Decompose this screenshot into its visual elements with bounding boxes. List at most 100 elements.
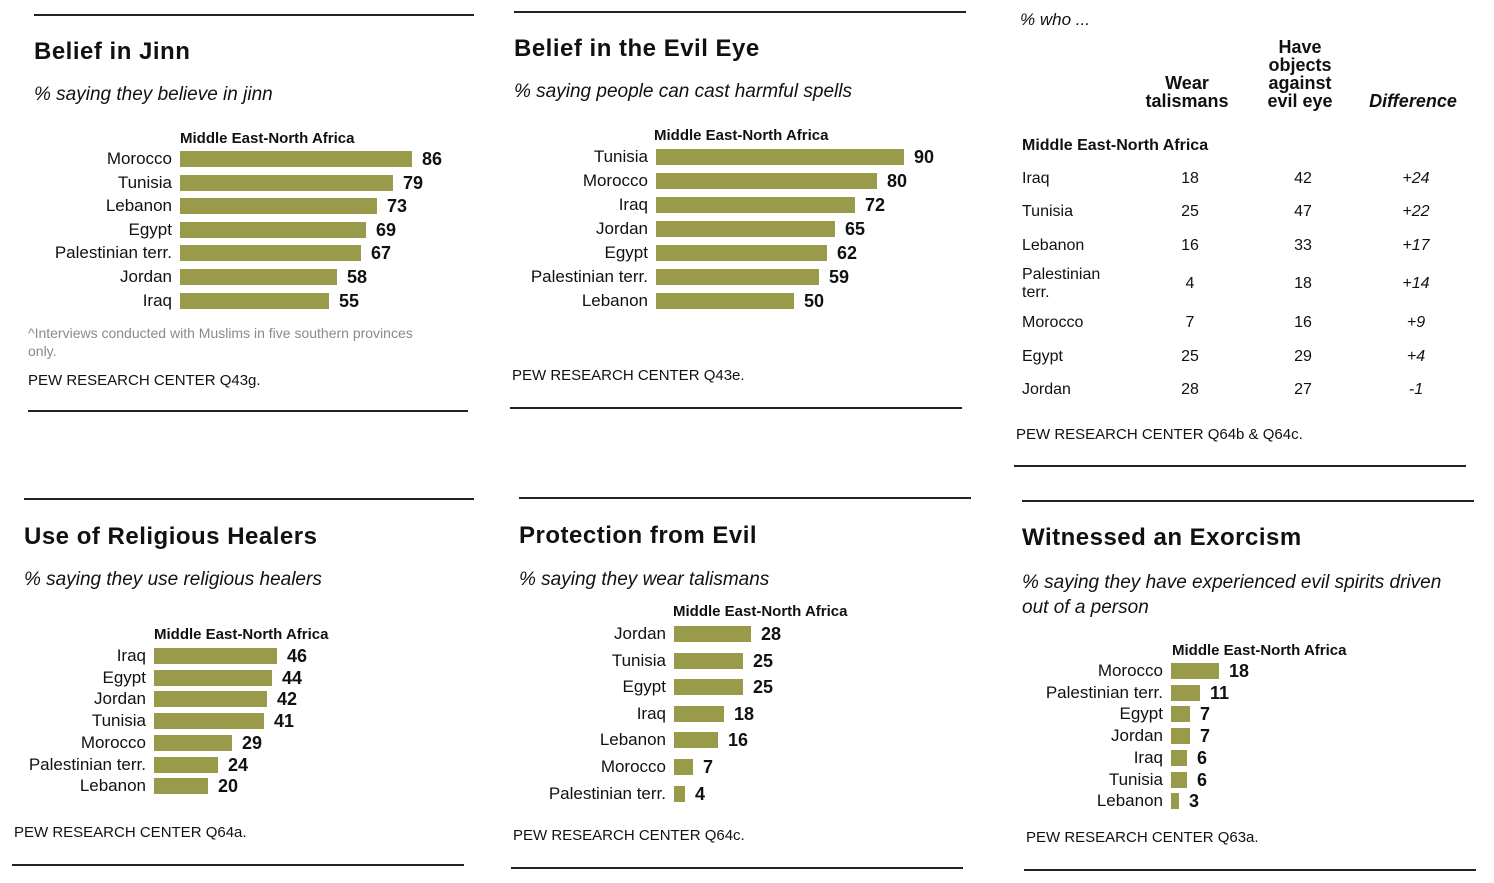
category-label: Palestinian terr. bbox=[530, 267, 648, 286]
value-label: 25 bbox=[753, 677, 774, 697]
category-label: Morocco bbox=[106, 149, 172, 168]
chart-subtitle: % saying people can cast harmful spells bbox=[514, 81, 852, 102]
region-label: Middle East-North Africa bbox=[180, 130, 355, 147]
bar bbox=[180, 151, 412, 167]
bar bbox=[674, 786, 685, 802]
source-line: PEW RESEARCH CENTER Q64c. bbox=[513, 827, 745, 844]
table-country: Jordan bbox=[1022, 381, 1071, 398]
bar bbox=[674, 732, 718, 748]
category-label: Egypt bbox=[604, 243, 648, 262]
value-label: 55 bbox=[339, 291, 360, 311]
table-value: 16 bbox=[1294, 314, 1312, 331]
source-line: PEW RESEARCH CENTER Q43g. bbox=[28, 372, 261, 389]
bar bbox=[154, 691, 267, 707]
source-line: PEW RESEARCH CENTER Q64a. bbox=[14, 824, 247, 841]
bar bbox=[180, 175, 393, 191]
bar bbox=[1171, 685, 1200, 701]
top-rule bbox=[1022, 500, 1474, 502]
chart-title: Witnessed an Exorcism bbox=[1022, 524, 1302, 551]
table-country: Palestinian terr. bbox=[1022, 266, 1101, 301]
value-label: 73 bbox=[387, 196, 408, 216]
bar bbox=[674, 626, 751, 642]
category-label: Egypt bbox=[1119, 704, 1163, 723]
table-value: 16 bbox=[1181, 237, 1199, 254]
value-label: 24 bbox=[228, 755, 249, 775]
value-label: 28 bbox=[761, 624, 782, 644]
table-value: 7 bbox=[1185, 314, 1195, 331]
table-value: 27 bbox=[1294, 381, 1312, 398]
bar bbox=[180, 245, 361, 261]
bar bbox=[656, 293, 794, 309]
value-label: 16 bbox=[728, 730, 749, 750]
value-label: 62 bbox=[837, 243, 858, 263]
bar bbox=[674, 706, 724, 722]
bar bbox=[656, 269, 819, 285]
bar bbox=[1171, 793, 1179, 809]
category-label: Egypt bbox=[128, 220, 172, 239]
value-label: 3 bbox=[1189, 791, 1200, 811]
category-label: Morocco bbox=[80, 733, 146, 752]
top-rule bbox=[34, 14, 474, 16]
bar bbox=[154, 757, 218, 773]
category-label: Tunisia bbox=[593, 147, 648, 166]
category-label: Lebanon bbox=[581, 291, 648, 310]
table-difference: +14 bbox=[1402, 275, 1430, 292]
bottom-rule bbox=[12, 864, 464, 866]
category-label: Iraq bbox=[618, 195, 648, 214]
category-label: Palestinian terr. bbox=[548, 784, 666, 803]
chart-subtitle: % saying they have experienced evil spir… bbox=[1022, 572, 1442, 618]
category-label: Iraq bbox=[636, 704, 666, 723]
bar bbox=[674, 759, 693, 775]
category-label: Iraq bbox=[116, 646, 146, 665]
category-label: Jordan bbox=[120, 267, 172, 286]
value-label: 59 bbox=[829, 267, 850, 287]
source-line: PEW RESEARCH CENTER Q63a. bbox=[1026, 829, 1259, 846]
bar bbox=[154, 648, 277, 664]
category-label: Jordan bbox=[614, 624, 666, 643]
table-difference: +17 bbox=[1402, 237, 1430, 254]
value-label: 69 bbox=[376, 220, 397, 240]
top-rule bbox=[514, 11, 966, 13]
source-line: PEW RESEARCH CENTER Q43e. bbox=[512, 367, 745, 384]
value-label: 50 bbox=[804, 291, 825, 311]
value-label: 42 bbox=[277, 689, 298, 709]
value-label: 65 bbox=[845, 219, 866, 239]
bottom-rule bbox=[510, 407, 962, 409]
value-label: 18 bbox=[734, 704, 755, 724]
table-difference: +4 bbox=[1406, 348, 1426, 365]
table-difference: +24 bbox=[1402, 170, 1430, 187]
value-label: 7 bbox=[703, 757, 714, 777]
bar bbox=[154, 735, 232, 751]
top-rule bbox=[24, 498, 474, 500]
bar bbox=[1171, 772, 1187, 788]
category-label: Iraq bbox=[1133, 748, 1163, 767]
chart-subtitle: % saying they use religious healers bbox=[24, 569, 322, 590]
bar bbox=[656, 197, 855, 213]
region-label: Middle East-North Africa bbox=[1022, 137, 1209, 154]
col-header-difference: Difference bbox=[1369, 91, 1457, 111]
bar bbox=[154, 670, 272, 686]
table-country: Egypt bbox=[1022, 348, 1063, 365]
bar bbox=[656, 221, 835, 237]
value-label: 90 bbox=[914, 147, 935, 167]
table-value: 33 bbox=[1294, 237, 1312, 254]
bar bbox=[656, 149, 904, 165]
table-difference: -1 bbox=[1408, 381, 1424, 398]
bar bbox=[656, 173, 877, 189]
value-label: 7 bbox=[1200, 726, 1211, 746]
footnote: ^Interviews conducted with Muslims in fi… bbox=[28, 325, 413, 359]
source-line: PEW RESEARCH CENTER Q64b & Q64c. bbox=[1016, 426, 1303, 443]
value-label: 4 bbox=[695, 784, 706, 804]
bar bbox=[656, 245, 827, 261]
region-label: Middle East-North Africa bbox=[673, 603, 848, 620]
bar bbox=[154, 778, 208, 794]
category-label: Tunisia bbox=[91, 711, 146, 730]
category-label: Lebanon bbox=[1096, 791, 1163, 810]
table-value: 29 bbox=[1294, 348, 1312, 365]
category-label: Lebanon bbox=[105, 196, 172, 215]
category-label: Morocco bbox=[1097, 661, 1163, 680]
bar bbox=[1171, 728, 1190, 744]
table-value: 25 bbox=[1181, 348, 1199, 365]
value-label: 41 bbox=[274, 711, 295, 731]
bar bbox=[1171, 663, 1219, 679]
